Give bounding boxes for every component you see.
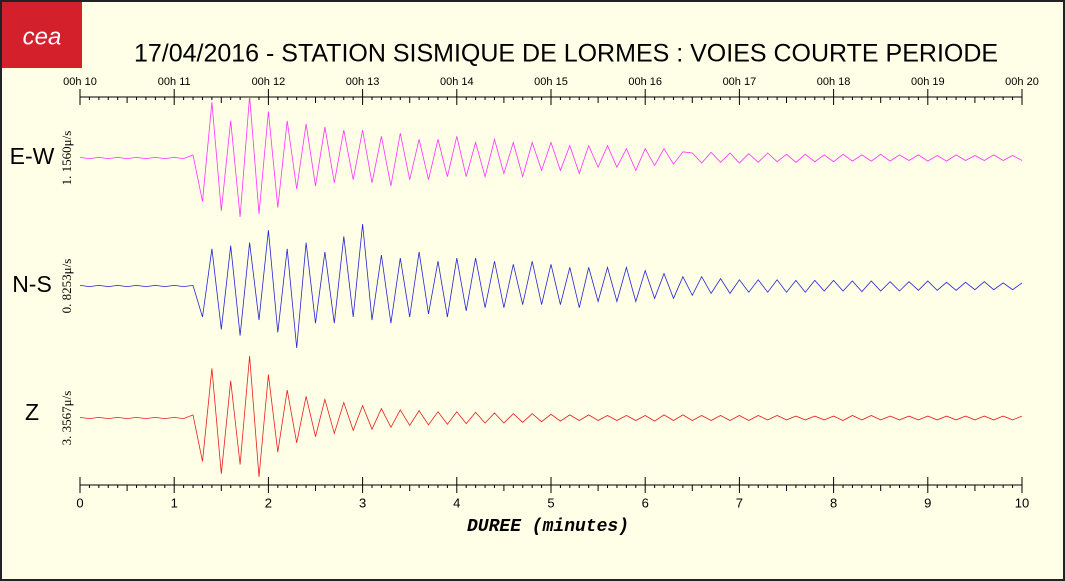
top-tick-label: 00h 20 <box>1005 76 1039 88</box>
top-tick-label: 00h 13 <box>346 76 380 88</box>
trace <box>79 223 1023 349</box>
x-tick-label: 8 <box>830 495 837 510</box>
x-tick-label: 10 <box>1015 495 1029 510</box>
logo-box <box>2 2 82 68</box>
top-tick-label: 00h 15 <box>534 76 568 88</box>
x-tick-label: 5 <box>547 495 554 510</box>
x-tick-label: 6 <box>642 495 649 510</box>
top-tick-label: 00h 19 <box>911 76 945 88</box>
top-tick-label: 00h 10 <box>63 76 97 88</box>
x-tick-label: 2 <box>265 495 272 510</box>
x-tick-label: 0 <box>76 495 83 510</box>
trace <box>79 95 1023 217</box>
x-axis-label: DUREE (minutes) <box>467 517 629 537</box>
top-tick-label: 00h 18 <box>817 76 851 88</box>
x-tick-label: 9 <box>924 495 931 510</box>
trace <box>79 355 1023 477</box>
amplitude-label: 1. 1560μ/s <box>59 131 74 186</box>
top-tick-label: 00h 17 <box>723 76 757 88</box>
channel-label: E-W <box>10 143 55 169</box>
top-tick-label: 00h 12 <box>252 76 286 88</box>
amplitude-label: 0. 8253μ/s <box>59 259 74 314</box>
channel-label: N-S <box>12 271 52 297</box>
x-tick-label: 4 <box>453 495 460 510</box>
logo-text: cea <box>23 23 62 50</box>
amplitude-label: 3. 3567μ/s <box>59 391 74 446</box>
chart-title: 17/04/2016 - STATION SISMIQUE DE LORMES … <box>134 40 998 68</box>
x-tick-label: 7 <box>736 495 743 510</box>
channel-label: Z <box>25 399 39 425</box>
top-tick-label: 00h 11 <box>158 76 191 88</box>
x-tick-label: 1 <box>171 495 178 510</box>
top-tick-label: 00h 16 <box>628 76 662 88</box>
x-tick-label: 3 <box>359 495 366 510</box>
top-tick-label: 00h 14 <box>440 76 474 88</box>
